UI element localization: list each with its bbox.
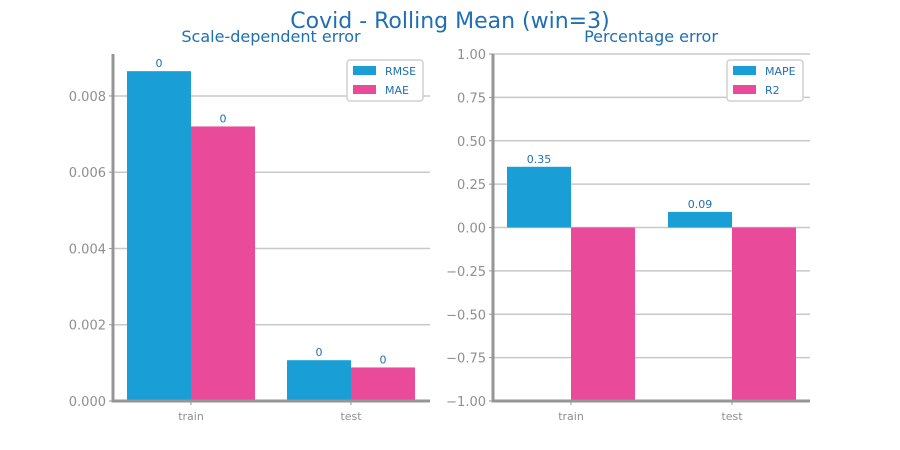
bar	[287, 360, 351, 401]
y-tick-label: 0.50	[457, 135, 486, 150]
x-tick-label: test	[340, 410, 362, 423]
figure-title: Covid - Rolling Mean (win=3)	[290, 9, 609, 34]
legend-swatch	[353, 85, 376, 94]
chart-title: Percentage error	[584, 27, 718, 46]
bar	[668, 211, 732, 228]
y-tick-label: −0.50	[446, 308, 486, 323]
chart-percentage-error: Percentage error −1.00 −0.75 −0.50 −0.25 0.0…	[446, 27, 810, 423]
data-label: 0.35	[527, 153, 552, 166]
y-tick-label: 0.008	[69, 90, 106, 105]
x-tick-label: test	[721, 410, 743, 423]
x-tick-label: train	[558, 410, 584, 423]
bar	[351, 367, 415, 401]
x-tick-label: train	[178, 410, 204, 423]
legend: MAPE R2	[726, 59, 804, 102]
data-label: 0	[316, 346, 323, 359]
legend-swatch	[353, 66, 376, 75]
data-label: 0.09	[688, 198, 713, 211]
legend-label: R2	[765, 84, 780, 97]
x-ticks: train test	[558, 401, 743, 423]
legend-label: MAE	[385, 84, 409, 97]
x-ticks: train test	[178, 401, 362, 423]
legend-swatch	[733, 66, 756, 75]
y-tick-label: −0.25	[446, 265, 486, 280]
y-tick-label: 0.004	[69, 242, 106, 257]
bar	[732, 227, 796, 401]
bar	[507, 166, 571, 228]
y-tick-label: 1.00	[457, 48, 486, 63]
bars: 0.35 0.09	[507, 153, 796, 401]
bars: 0 0 0 0	[127, 57, 415, 402]
data-label: 0	[156, 57, 163, 70]
legend: RMSE MAE	[346, 59, 424, 102]
y-tick-label: −1.00	[446, 395, 486, 410]
y-tick-label: 0.25	[457, 178, 486, 193]
y-tick-label: 0.000	[69, 395, 106, 410]
y-tick-label: 0.00	[457, 222, 486, 237]
data-label: 0	[220, 112, 227, 125]
legend-swatch	[733, 85, 756, 94]
y-tick-label: 0.75	[457, 91, 486, 106]
bar	[191, 126, 255, 401]
legend-label: MAPE	[765, 65, 796, 78]
bar	[571, 227, 635, 401]
y-tick-label: 0.002	[69, 319, 106, 334]
chart-title: Scale-dependent error	[181, 27, 361, 46]
chart-scale-dependent-error: Scale-dependent error 0.000 0.002 0.004 0.0…	[69, 27, 430, 423]
bar	[127, 71, 191, 402]
y-tick-label: −0.75	[446, 352, 486, 367]
data-label: 0	[380, 353, 387, 366]
legend-label: RMSE	[385, 65, 416, 78]
y-tick-label: 0.006	[69, 166, 106, 181]
